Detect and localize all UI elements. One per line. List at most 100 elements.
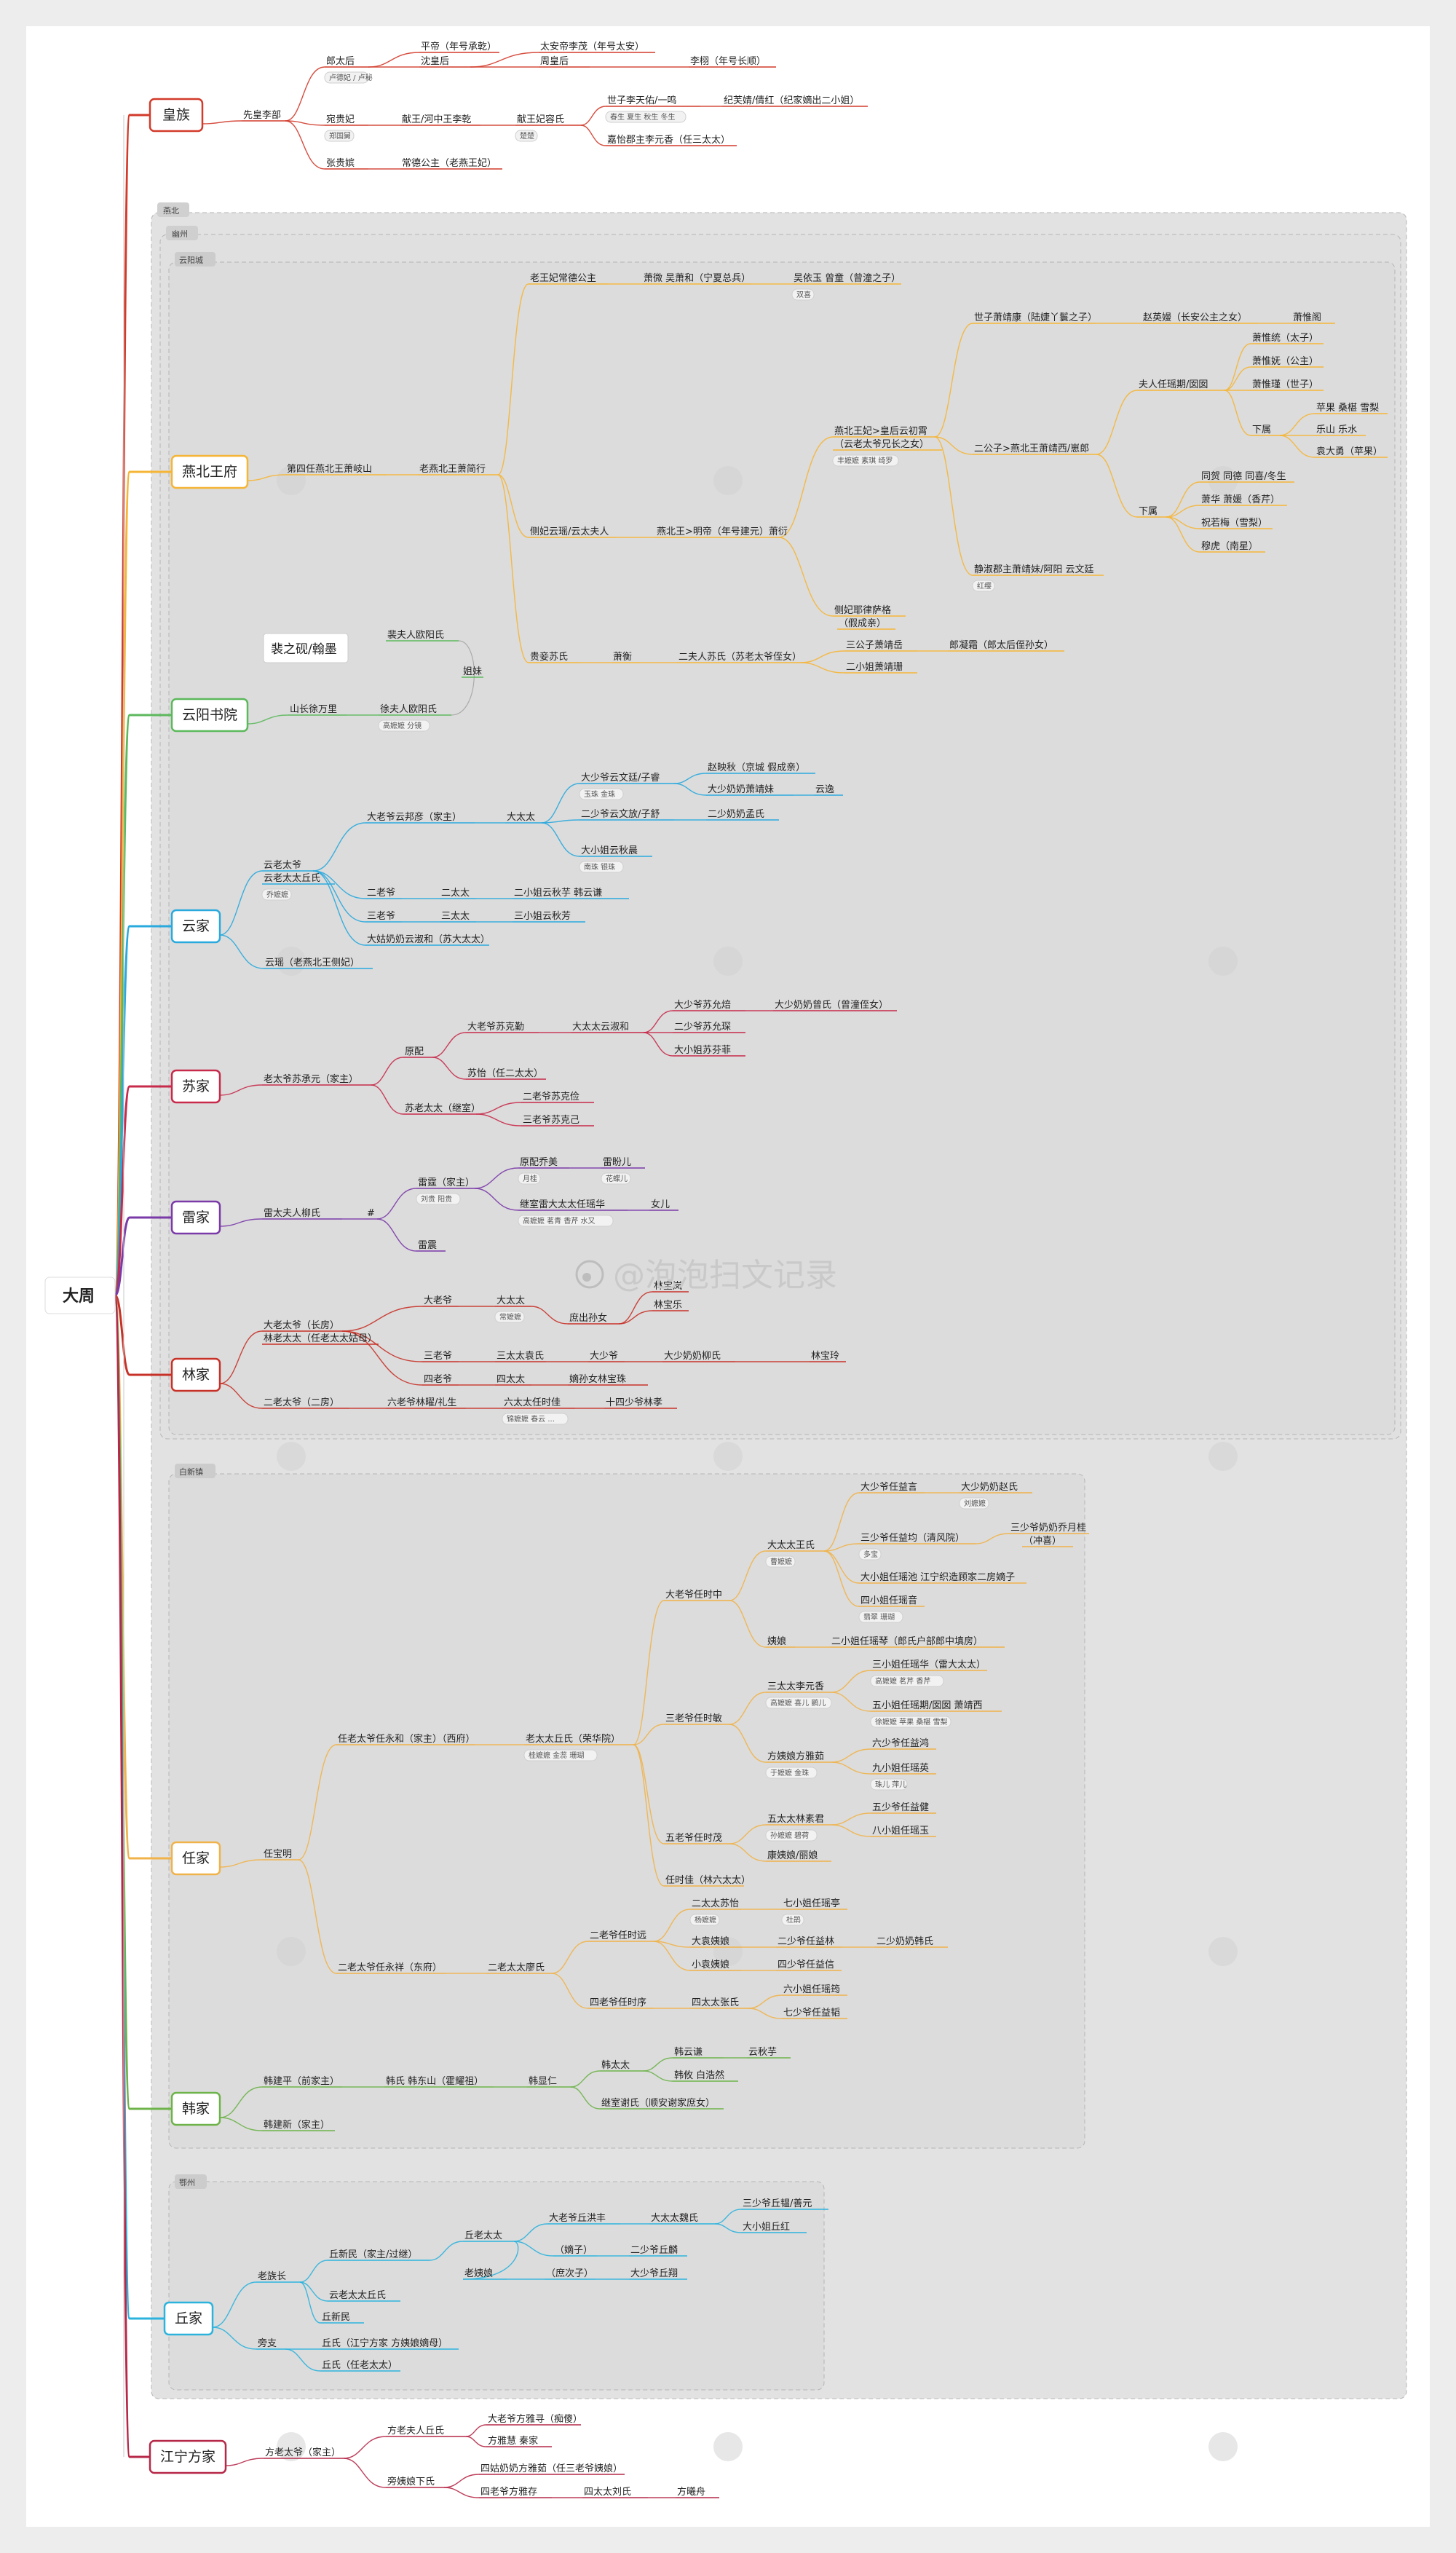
person-node[interactable]: 二夫人苏氏（苏老太爷侄女） (677, 651, 802, 663)
person-node[interactable]: 韩氏 韩东山（霍耀祖） (384, 2076, 494, 2088)
person-node[interactable]: 林宝岚 (652, 1281, 689, 1293)
person-node[interactable]: 雷震 (416, 1240, 446, 1252)
person-node[interactable]: 大少奶奶萧靖妹 (706, 784, 794, 796)
person-node[interactable]: 三太太李元香 (766, 1681, 831, 1693)
person-node[interactable]: 原配乔美 (518, 1157, 569, 1169)
person-node[interactable]: 袁大勇（苹果） (1315, 446, 1388, 458)
person-node[interactable]: 二少爷丘麟 (629, 2244, 687, 2257)
person-node[interactable]: 燕北王妃>皇后云初霄 (833, 426, 935, 438)
person-node[interactable]: 老族长 (256, 2270, 300, 2283)
person-node[interactable]: 康姨娘/丽娘 (766, 1850, 831, 1862)
person-node[interactable]: 下属 (1251, 425, 1280, 436)
person-node[interactable]: 苏怡（任二太太） (466, 1068, 546, 1080)
person-node[interactable]: 四老爷 (422, 1374, 459, 1386)
person-node[interactable]: 大太太 (505, 812, 542, 824)
person-node[interactable]: 丘氏（任老太太） (320, 2360, 400, 2372)
person-node[interactable]: 二老爷苏克俭 (521, 1091, 594, 1103)
person-node[interactable]: 云秋芋 (747, 2047, 791, 2059)
person-node[interactable]: 大太太 (495, 1295, 531, 1307)
person-node[interactable]: 侧妃云瑶/云太夫人 (529, 526, 616, 538)
person-node[interactable]: 大姑奶奶云淑和（苏大太太） (365, 934, 490, 946)
person-node[interactable]: 贵妾苏氏 (529, 651, 579, 663)
person-node[interactable]: 五少爷任益健 (871, 1802, 936, 1814)
person-node[interactable]: 大老爷 (422, 1295, 459, 1307)
person-node[interactable]: （庶次子） (545, 2268, 596, 2280)
person-node[interactable]: 林宝玲 (810, 1351, 846, 1362)
person-node[interactable]: 萧华 萧媛（香芹） (1200, 494, 1287, 506)
person-node[interactable]: 丘新民 (320, 2311, 364, 2324)
person-node[interactable]: 二老太太廖氏 (486, 1962, 552, 1974)
family-node-fangjia[interactable]: 江宁方家 (149, 2439, 227, 2474)
person-node[interactable]: 萧惟统（太子） (1251, 333, 1324, 344)
person-node[interactable]: 七少爷任益韬 (782, 2008, 847, 2019)
person-node[interactable]: 大老爷苏克勤 (466, 1021, 539, 1033)
person-node[interactable]: 赵映秋（京城 假成亲） (706, 762, 815, 774)
person-node[interactable]: 二小姐任瑶琴（郎氏户部郎中填房） (830, 1635, 1005, 1648)
person-node[interactable]: 穆虎（南星） (1200, 540, 1265, 553)
person-node[interactable]: 雷霆（家主） (416, 1177, 475, 1189)
person-node[interactable]: 二老太爷任永祥（东府） (336, 1962, 446, 1974)
person-node[interactable]: 献王妃容氏 (515, 114, 581, 126)
family-node-sujia[interactable]: 苏家 (170, 1069, 221, 1104)
person-node[interactable]: 四小姐任瑶音 (859, 1595, 925, 1607)
person-node[interactable]: （冲喜） (1022, 1536, 1073, 1547)
person-node[interactable]: 大小姐任瑶池 江宁织造顾家二房嫡子 (859, 1571, 1026, 1584)
person-node[interactable]: 韩攸 白浩然 (673, 2069, 738, 2082)
person-node[interactable]: 三老爷苏克己 (521, 1114, 594, 1126)
person-node[interactable]: 三太太袁氏 (495, 1351, 546, 1362)
person-node[interactable]: 先皇李部 (242, 110, 285, 122)
person-node[interactable]: （假成亲） (837, 618, 895, 630)
person-node[interactable]: 八小姐任瑶玉 (871, 1826, 936, 1837)
person-node[interactable]: 萧惟妩（公主） (1251, 356, 1324, 368)
person-node[interactable]: 丘氏（江宁方家 方姨娘嫡母） (320, 2337, 459, 2350)
person-node[interactable]: 二少奶奶韩氏 (875, 1936, 948, 1948)
person-node[interactable]: 韩建平（前家主） (262, 2075, 342, 2088)
person-node[interactable]: 四老爷方雅存 (479, 2486, 552, 2498)
person-node[interactable]: 丘老太太 (463, 2230, 514, 2242)
person-node[interactable]: 苏老太太（继室） (403, 1102, 480, 1115)
person-node[interactable]: 二少爷苏允琛 (673, 1021, 745, 1033)
person-node[interactable]: 二老太爷（二房） (262, 1397, 349, 1409)
person-node[interactable]: 六小姐任瑶筠 (782, 1984, 847, 1996)
person-node[interactable]: 张贵嫔 (325, 157, 368, 170)
person-node[interactable]: 姨娘 (766, 1636, 795, 1648)
person-node[interactable]: 六老爷林曜/礼生 (386, 1397, 466, 1409)
person-node[interactable]: 大小姐苏芬菲 (673, 1044, 745, 1057)
person-node[interactable]: 赵英嫚（长安公主之女） (1142, 312, 1258, 324)
person-node[interactable]: 纪芙婧/倩红（纪家嫡出二小姐） (722, 95, 868, 107)
person-node[interactable]: 嘉怡郡主李元香（任三太太） (606, 135, 737, 146)
person-node[interactable]: 大少爷任益言 (859, 1482, 925, 1493)
person-node[interactable]: 同贺 同德 同喜/冬生 (1200, 470, 1294, 483)
person-node[interactable]: 常德公主（老燕王妃） (400, 158, 502, 170)
person-node[interactable]: 小袁姨娘 (690, 1960, 741, 1971)
person-node[interactable]: 大老爷丘洪丰 (547, 2213, 620, 2225)
person-node[interactable]: 宛贵妃 (325, 114, 368, 126)
person-node[interactable]: 云老太太丘氏 (262, 873, 335, 885)
person-node[interactable]: 郎凝霜（郎太后侄孙女） (948, 639, 1064, 652)
person-node[interactable]: 三老爷 (422, 1351, 459, 1362)
person-node[interactable]: 二太太 (440, 888, 476, 899)
person-node[interactable]: 三小姐任瑶华（雷大太太） (871, 1660, 987, 1671)
person-node[interactable]: 任老太爷任永和（家主）（西府） (336, 1733, 475, 1745)
person-node[interactable]: 三太太 (440, 911, 476, 923)
person-node[interactable]: 十四少爷林孝 (604, 1397, 677, 1409)
person-node[interactable]: 任宝明 (262, 1849, 298, 1861)
person-node[interactable]: 九小姐任瑶英 (871, 1763, 936, 1775)
person-node[interactable]: 大老爷任时中 (664, 1590, 729, 1601)
person-node[interactable]: 二太太苏怡 (690, 1898, 741, 1910)
person-node[interactable]: 二老爷任时远 (588, 1930, 654, 1942)
person-node[interactable]: 五老爷任时茂 (664, 1833, 729, 1844)
person-node[interactable]: 平帝（年号承乾） (419, 41, 499, 53)
person-node[interactable]: 静淑郡主萧靖妹/阿阳 云文廷 (973, 564, 1104, 576)
root-node[interactable]: 大周 (44, 1276, 116, 1314)
person-node[interactable]: 大老爷方雅寻（痴傻） (486, 2413, 582, 2426)
person-node[interactable]: 苹果 桑椹 雪梨 (1315, 403, 1388, 414)
person-node[interactable]: 旁姨娘下氏 (386, 2476, 444, 2488)
family-node-renjia[interactable]: 任家 (170, 1841, 221, 1876)
person-node[interactable]: 继室雷大太太任瑶华 (518, 1199, 628, 1211)
person-node[interactable]: 大少爷丘翔 (629, 2268, 687, 2280)
family-node-yunjia[interactable]: 云家 (170, 909, 221, 944)
person-node[interactable]: 大小姐云秋晨 (579, 845, 652, 857)
person-node[interactable]: 侧妃耶律萨格 (833, 604, 906, 617)
person-node[interactable]: 旁支 (256, 2337, 285, 2350)
